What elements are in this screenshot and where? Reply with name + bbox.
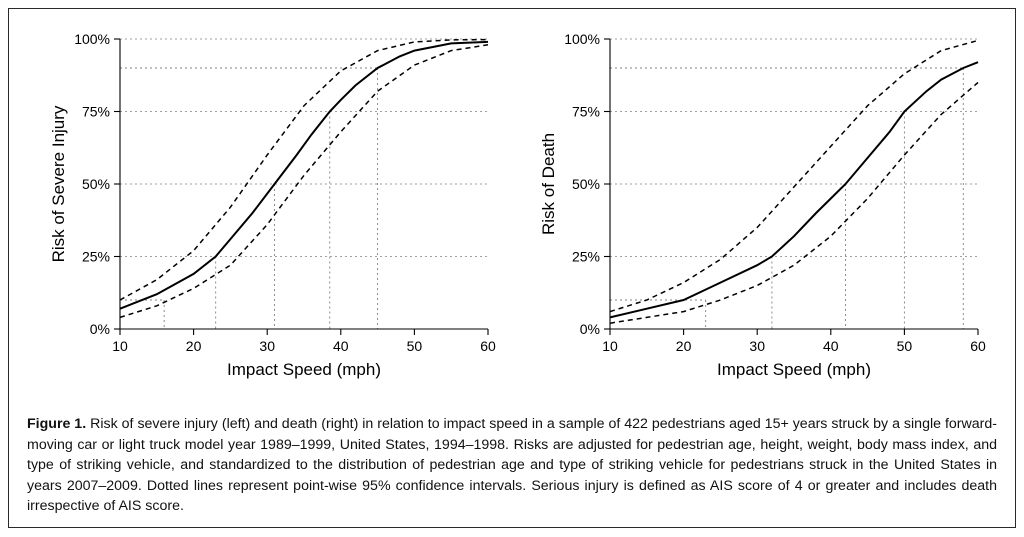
svg-text:Impact Speed (mph): Impact Speed (mph) [717,360,871,379]
svg-text:75%: 75% [572,104,600,120]
svg-text:60: 60 [970,338,986,354]
svg-text:0%: 0% [580,321,600,337]
svg-text:10: 10 [112,338,128,354]
figure-frame: 1020304050600%25%50%75%100%Impact Speed … [8,8,1016,528]
svg-text:25%: 25% [572,249,600,265]
svg-text:Risk of Death: Risk of Death [539,133,558,235]
svg-text:20: 20 [676,338,692,354]
chart-death: 10 20 30 40 50 60 0% 25% 50% 75% 100% Impact Speed … [518,21,996,396]
chart-svg: 10 20 30 40 50 60 0% 25% 50% 75% 100% Impact Speed … [518,21,996,391]
svg-text:25%: 25% [82,249,110,265]
svg-text:75%: 75% [82,104,110,120]
chart-severe-injury: 10 20 30 40 50 60 0% 25% 50% 75% 100% Impact Speed … [28,21,506,396]
svg-text:Risk of Severe Injury: Risk of Severe Injury [49,105,68,262]
svg-text:10: 10 [602,338,618,354]
svg-text:20: 20 [186,338,202,354]
figure-caption: Figure 1. Risk of severe injury (left) a… [21,414,1003,517]
caption-lead: Figure 1. [27,416,86,432]
svg-text:30: 30 [259,338,275,354]
svg-text:30: 30 [749,338,765,354]
svg-text:100%: 100% [74,31,110,47]
svg-text:40: 40 [333,338,349,354]
svg-text:50%: 50% [82,176,110,192]
svg-text:50: 50 [897,338,913,354]
panels-row: 1020304050600%25%50%75%100%Impact Speed … [21,21,1003,396]
svg-text:50: 50 [407,338,423,354]
caption-text: Risk of severe injury (left) and death (… [27,416,997,514]
svg-text:50%: 50% [572,176,600,192]
svg-text:Impact Speed (mph): Impact Speed (mph) [227,360,381,379]
svg-text:0%: 0% [90,321,110,337]
svg-text:60: 60 [480,338,496,354]
chart-svg: 10 20 30 40 50 60 0% 25% 50% 75% 100% Impact Speed … [28,21,506,391]
svg-text:40: 40 [823,338,839,354]
svg-text:100%: 100% [564,31,600,47]
